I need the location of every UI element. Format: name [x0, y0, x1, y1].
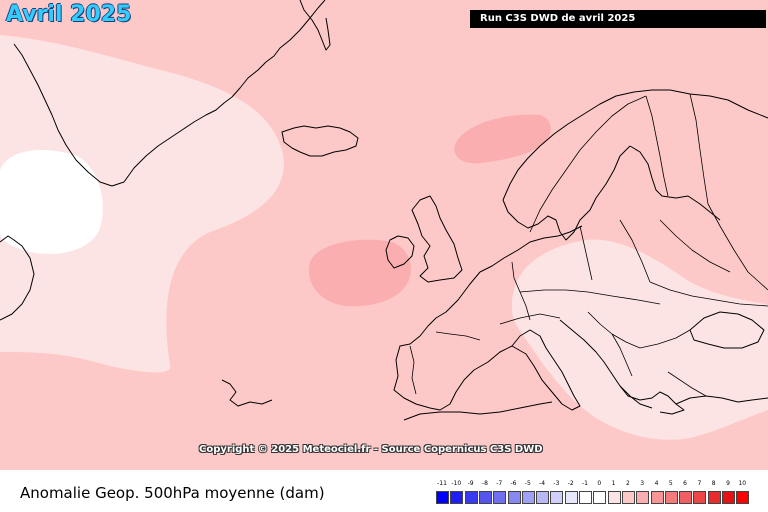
core-norwegian-sea — [454, 114, 551, 164]
run-banner: Run C3S DWD de avril 2025 — [470, 10, 766, 28]
legend-tick-label: -11 — [437, 480, 447, 487]
border-alps — [499, 313, 561, 325]
coast-north-africa — [403, 401, 553, 421]
legend-tick-label: 5 — [668, 480, 673, 487]
legend-tick-label: 0 — [597, 480, 602, 487]
border-finland-russia — [689, 93, 709, 205]
month-title: Avril 2025 — [6, 2, 132, 27]
variable-label: Anomalie Geop. 500hPa moyenne (dam) — [20, 484, 325, 502]
legend-swatch — [679, 491, 693, 504]
legend-tick-label: -7 — [496, 480, 503, 487]
border-poland-east — [619, 219, 651, 283]
legend-swatch — [621, 491, 635, 504]
border-central-europe — [519, 289, 661, 305]
coast-continent-north — [479, 225, 583, 273]
legend-tick-label: -10 — [451, 480, 462, 487]
legend-tick-label: -9 — [467, 480, 474, 487]
country-borders — [409, 93, 768, 397]
white-core-labrador — [0, 150, 103, 254]
legend-swatch — [507, 491, 521, 504]
legend-tick-label: -3 — [553, 480, 560, 487]
legend-swatch — [521, 491, 535, 504]
legend-tick-label: 7 — [697, 480, 702, 487]
core-west-of-ireland — [308, 239, 412, 307]
border-belarus — [659, 219, 731, 273]
legend-swatch — [636, 491, 650, 504]
legend-tick-label: 8 — [711, 480, 716, 487]
coast-balkans — [559, 319, 653, 409]
legend-swatch — [722, 491, 735, 504]
coast-labrador — [0, 235, 35, 321]
border-sweden-finland — [645, 95, 669, 197]
legend-tick-label: 1 — [611, 480, 616, 487]
coast-scandinavia-south — [502, 145, 631, 241]
legend-tick-label: 6 — [683, 480, 688, 487]
copyright-text: Copyright © 2025 Meteociel.fr - Source C… — [199, 444, 543, 455]
legend-tick-label: -1 — [582, 480, 588, 487]
coast-baltic — [629, 145, 721, 221]
border-russia-west — [707, 203, 768, 291]
border-turkey-greece — [667, 371, 707, 397]
legend-swatch — [693, 491, 707, 504]
border-norway-sweden — [529, 95, 647, 233]
footer-bar: Anomalie Geop. 500hPa moyenne (dam) -11-… — [0, 470, 768, 512]
legend-tick-label: 4 — [654, 480, 659, 487]
border-pyrenees — [435, 331, 481, 341]
coastlines — [0, 0, 768, 421]
coast-greenland-east — [299, 0, 331, 51]
weak-zone-atlantic-west — [0, 35, 284, 373]
legend-swatch — [593, 491, 607, 504]
legend-swatch — [478, 491, 492, 504]
legend-tick-label: -4 — [539, 480, 546, 487]
coast-turkey — [675, 395, 768, 405]
legend-swatch — [736, 491, 750, 504]
coast-iceland — [281, 125, 359, 157]
legend-swatch — [436, 491, 449, 504]
border-ukraine — [649, 281, 768, 307]
coast-newfoundland — [221, 379, 273, 407]
legend-swatch — [650, 491, 664, 504]
border-romania — [639, 329, 691, 349]
coast-black-sea — [689, 311, 765, 349]
legend-tick-label: 2 — [625, 480, 630, 487]
border-balkans-2 — [611, 333, 633, 377]
legend-swatch — [536, 491, 550, 504]
weak-zone-central-southeast-europe — [511, 239, 768, 440]
legend-swatch — [464, 491, 478, 504]
legend-tick-label: -2 — [567, 480, 574, 487]
legend-tick-label: 9 — [726, 480, 730, 487]
legend-swatch — [564, 491, 578, 504]
legend-tick-label: -6 — [510, 480, 517, 487]
legend-swatch — [664, 491, 678, 504]
legend-tick-label: -8 — [481, 480, 488, 487]
border-germany-poland — [579, 225, 593, 281]
legend-swatch — [493, 491, 507, 504]
coast-ireland — [385, 235, 415, 269]
coast-britain — [411, 195, 463, 283]
anomaly-map — [0, 0, 768, 470]
coast-italy — [511, 329, 581, 411]
legend-swatch — [450, 491, 464, 504]
legend-swatch — [550, 491, 564, 504]
coast-scandinavia — [502, 89, 768, 201]
legend-swatch — [607, 491, 621, 504]
legend-tick-label: 3 — [640, 480, 645, 487]
border-spain-portugal — [409, 345, 417, 395]
legend-tick-label: 10 — [738, 480, 747, 487]
legend-swatch — [579, 491, 592, 504]
legend-tick-label: -5 — [524, 480, 531, 487]
coast-greece — [619, 385, 685, 415]
legend-swatch — [707, 491, 721, 504]
coast-france-iberia — [393, 271, 513, 411]
coast-greenland — [13, 0, 326, 187]
color-legend: -11 -10 -9 -8 -7 -6 -5 -4 -3 -2 -1 0 1 2 3 4 5 6 7 8 9 10 — [436, 480, 752, 508]
